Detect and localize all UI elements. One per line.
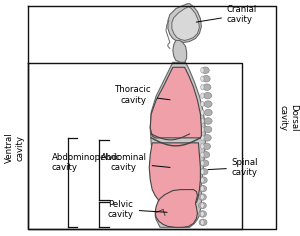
Ellipse shape — [204, 126, 212, 133]
Text: Pelvic
cavity: Pelvic cavity — [108, 200, 167, 219]
Ellipse shape — [201, 220, 204, 225]
Ellipse shape — [201, 127, 204, 132]
Ellipse shape — [203, 135, 211, 141]
Text: Spinal
cavity: Spinal cavity — [208, 158, 258, 177]
Ellipse shape — [201, 93, 204, 98]
Text: Thoracic
cavity: Thoracic cavity — [115, 85, 170, 105]
Ellipse shape — [201, 143, 204, 149]
Ellipse shape — [201, 101, 204, 107]
Ellipse shape — [204, 109, 212, 116]
Text: Cranial
cavity: Cranial cavity — [196, 5, 257, 24]
Polygon shape — [150, 62, 205, 227]
Ellipse shape — [201, 67, 209, 73]
Ellipse shape — [201, 135, 204, 141]
Ellipse shape — [201, 84, 204, 90]
Text: Ventral
cavity: Ventral cavity — [5, 132, 24, 163]
Polygon shape — [168, 4, 201, 42]
Ellipse shape — [201, 160, 204, 166]
Ellipse shape — [198, 202, 206, 209]
Ellipse shape — [201, 110, 204, 115]
Polygon shape — [172, 7, 200, 40]
Ellipse shape — [201, 160, 209, 166]
Ellipse shape — [199, 177, 207, 183]
Ellipse shape — [201, 67, 204, 73]
Ellipse shape — [201, 169, 204, 174]
Text: Abdominal
cavity: Abdominal cavity — [101, 153, 170, 173]
Ellipse shape — [201, 203, 204, 208]
Ellipse shape — [201, 211, 204, 217]
Ellipse shape — [201, 194, 204, 200]
Ellipse shape — [202, 143, 211, 150]
Ellipse shape — [202, 76, 210, 82]
Ellipse shape — [204, 93, 212, 99]
Polygon shape — [150, 67, 201, 138]
Text: Abdominopelvic
cavity: Abdominopelvic cavity — [52, 153, 121, 173]
Ellipse shape — [201, 177, 204, 183]
Ellipse shape — [204, 101, 212, 107]
Ellipse shape — [199, 194, 206, 200]
Ellipse shape — [199, 185, 207, 192]
Ellipse shape — [204, 118, 212, 124]
Ellipse shape — [201, 76, 204, 81]
Ellipse shape — [203, 84, 211, 90]
Ellipse shape — [201, 118, 204, 124]
Ellipse shape — [199, 211, 206, 217]
Ellipse shape — [199, 219, 207, 226]
Ellipse shape — [201, 152, 204, 157]
Polygon shape — [155, 190, 197, 227]
Ellipse shape — [202, 152, 210, 158]
Text: Dorsal
cavity: Dorsal cavity — [278, 104, 298, 132]
Ellipse shape — [200, 169, 208, 175]
Ellipse shape — [201, 186, 204, 191]
Polygon shape — [149, 143, 200, 202]
Polygon shape — [173, 40, 187, 62]
